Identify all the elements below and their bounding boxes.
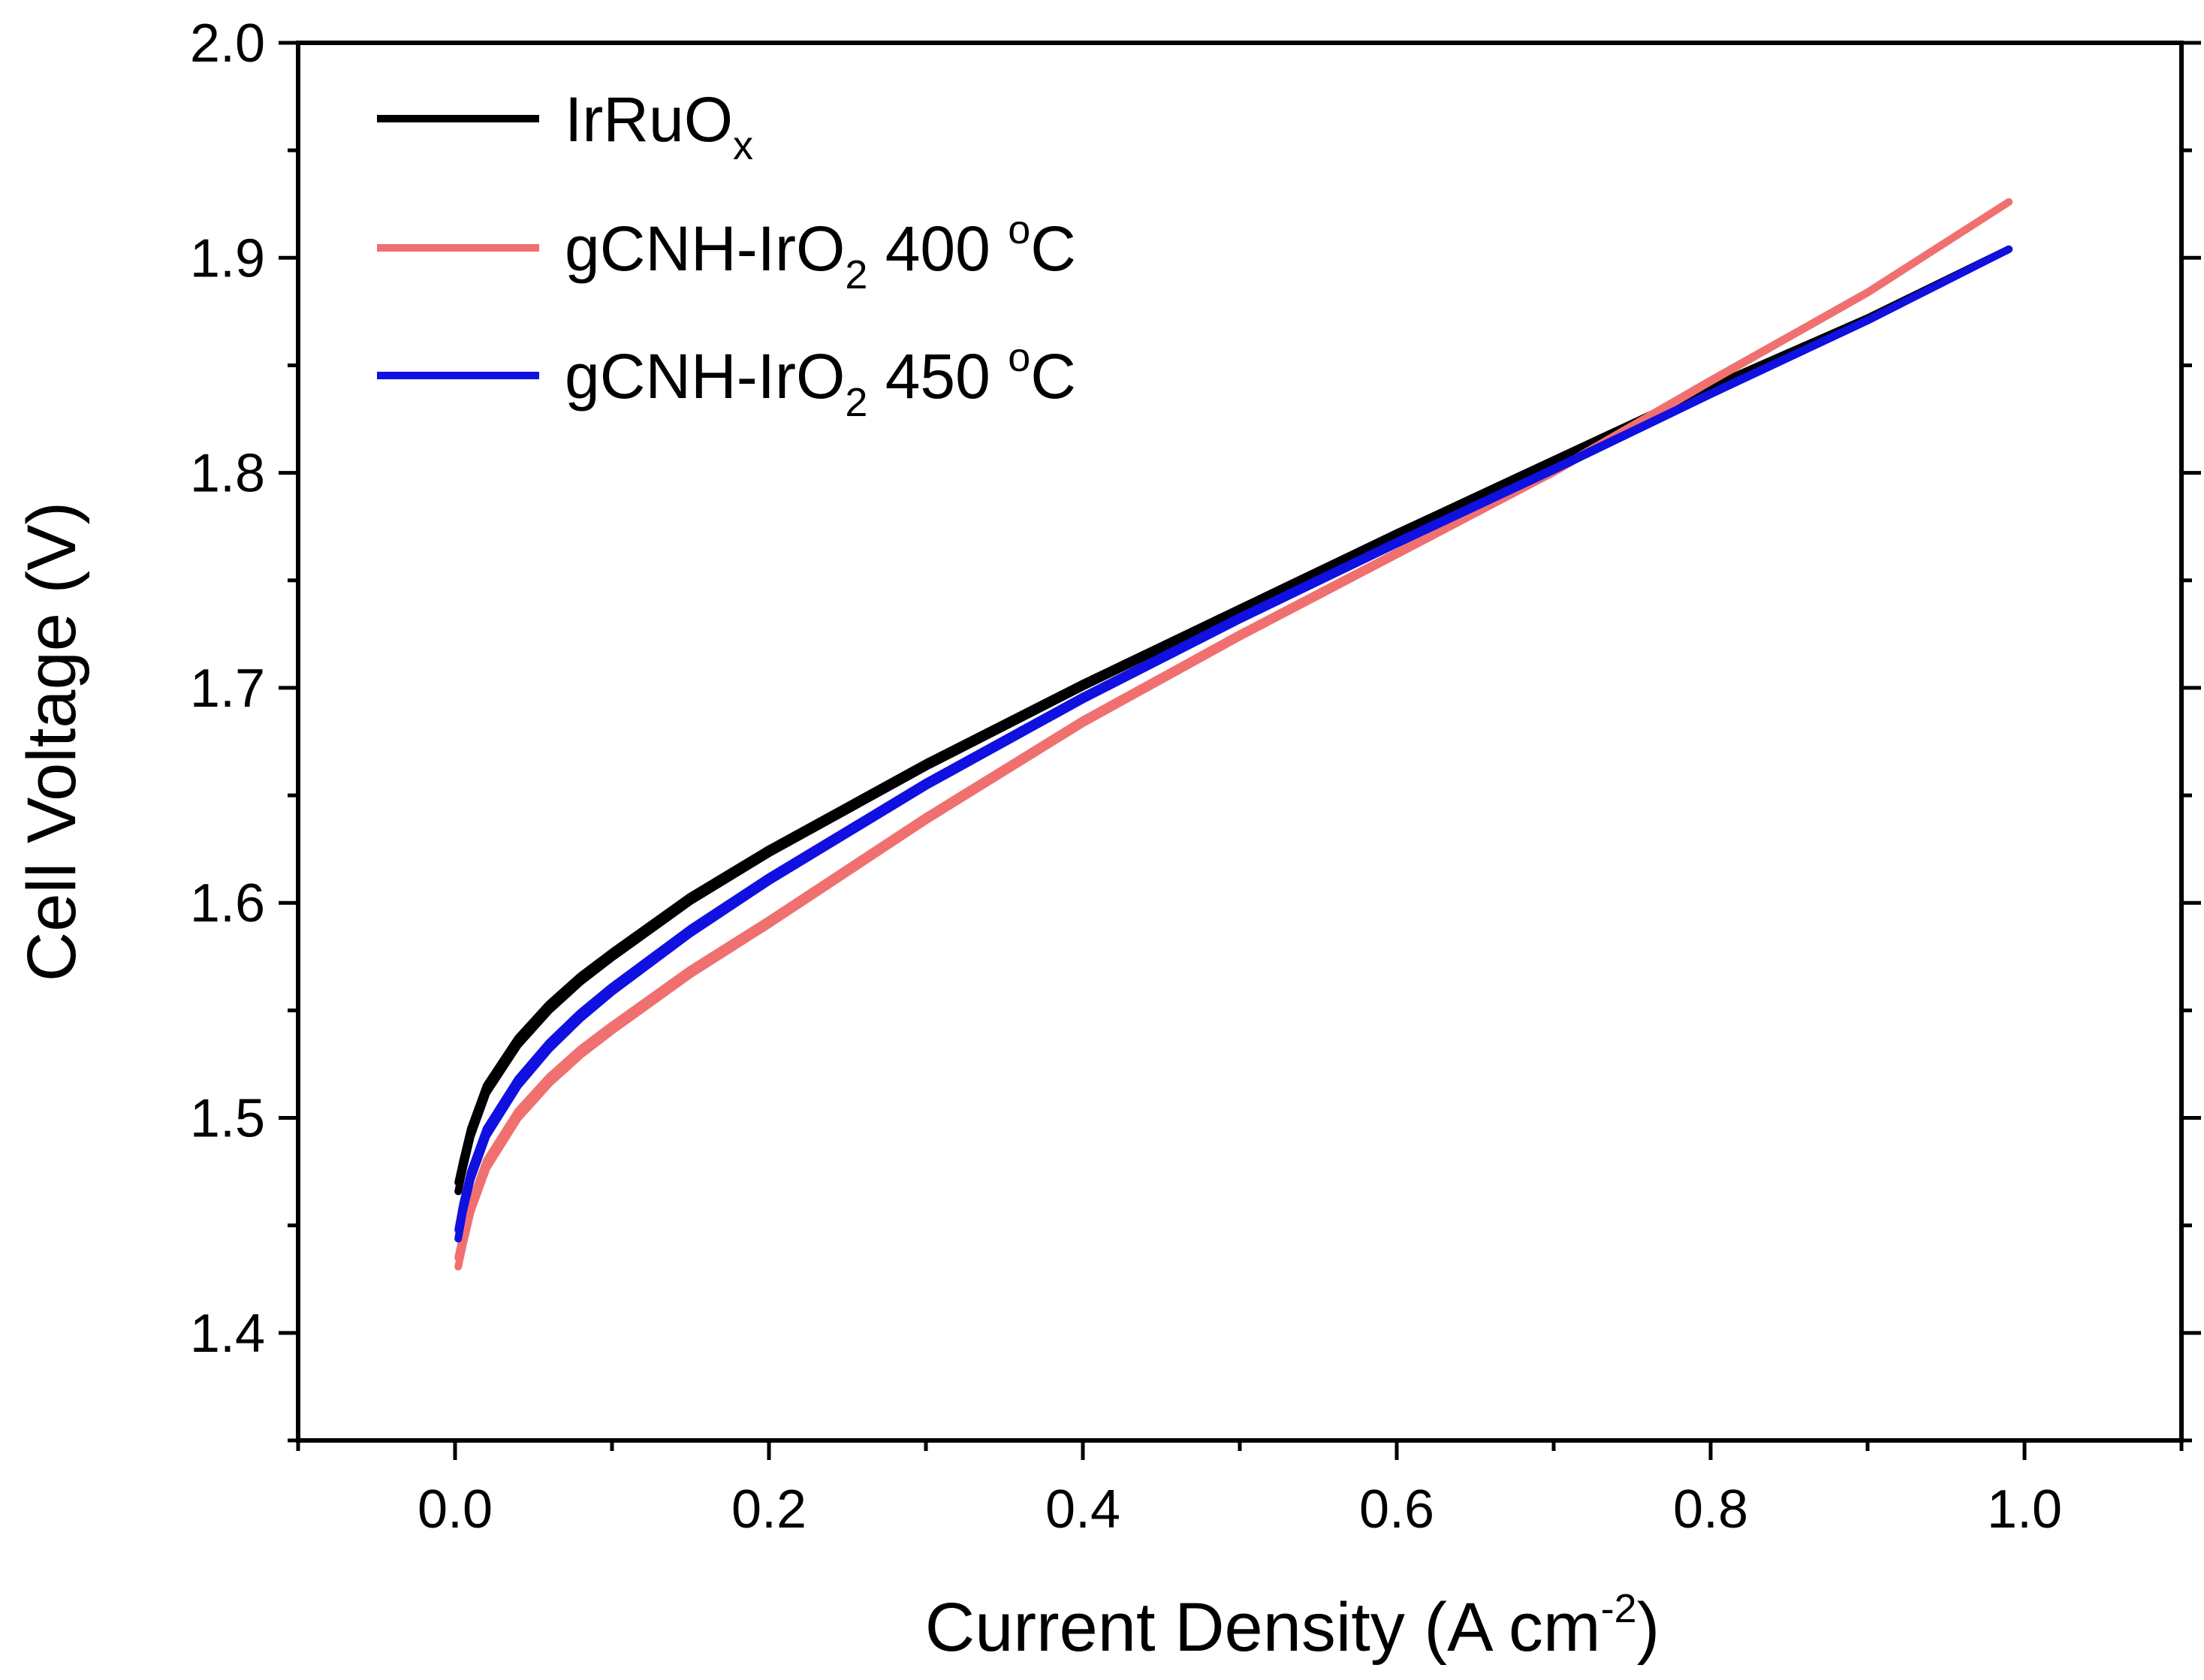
- legend-label-suffix: 450: [867, 341, 1008, 412]
- x-axis-title: Current Density (A cm-2): [925, 1586, 1660, 1666]
- series-3: [454, 245, 2013, 1243]
- y-axis-title: Cell Voltage (V): [14, 502, 90, 982]
- series-line-return: [454, 245, 2013, 1196]
- y-tick-label: 1.5: [190, 1089, 265, 1149]
- y-tick-label: 1.9: [190, 228, 265, 288]
- legend-label-suffix: 400: [867, 213, 1008, 284]
- series-layer: [454, 198, 2013, 1271]
- axes-layer: 0.0 0.2 0.4 0.6 0.8 1.0 1.4 1.5 1.6 1.7 1.8 1.9 2.0: [190, 14, 2201, 1540]
- legend-label: gCNH-IrO2 450 oC: [565, 335, 1076, 425]
- legend-label: IrRuOx: [565, 84, 753, 168]
- legend-item-1: IrRuOx: [377, 84, 753, 168]
- legend-label-main: IrRuO: [565, 84, 733, 155]
- legend-item-3: gCNH-IrO2 450 oC: [377, 335, 1076, 425]
- x-tick-label: 1.0: [1987, 1479, 2062, 1540]
- x-tick-label: 0.8: [1673, 1479, 1748, 1540]
- legend-label-main: gCNH-IrO: [565, 341, 845, 412]
- legend-item-2: gCNH-IrO2 400 oC: [377, 207, 1076, 297]
- legend-label-sup: o: [1008, 335, 1030, 380]
- x-tick-label: 0.4: [1045, 1479, 1120, 1540]
- axis-titles: Current Density (A cm-2) Cell Voltage (V): [14, 502, 1660, 1666]
- legend-label-tail: C: [1030, 213, 1076, 284]
- x-tick-label: 0.6: [1359, 1479, 1434, 1540]
- x-axis-title-close: ): [1637, 1589, 1660, 1666]
- y-tick-label: 1.6: [190, 873, 265, 934]
- x-tick-label: 0.0: [418, 1479, 493, 1540]
- y-tick-label: 1.7: [190, 659, 265, 719]
- legend-label-sub: 2: [845, 252, 867, 297]
- legend-label-tail: C: [1030, 341, 1076, 412]
- legend-label-sub: x: [733, 123, 753, 168]
- legend-label-main: gCNH-IrO: [565, 213, 845, 284]
- x-axis-title-sup: -2: [1601, 1586, 1637, 1631]
- series-line-return: [454, 245, 2013, 1243]
- legend-label-sub: 2: [845, 380, 867, 425]
- y-tick-label: 1.8: [190, 444, 265, 504]
- legend-label: gCNH-IrO2 400 oC: [565, 207, 1076, 297]
- y-tick-label: 2.0: [190, 14, 265, 74]
- x-axis-title-main: Current Density (A cm: [925, 1589, 1601, 1666]
- legend-label-sup: o: [1008, 207, 1030, 252]
- x-tick-label: 0.2: [731, 1479, 807, 1540]
- series-1: [454, 245, 2013, 1196]
- y-tick-label: 1.4: [190, 1304, 265, 1364]
